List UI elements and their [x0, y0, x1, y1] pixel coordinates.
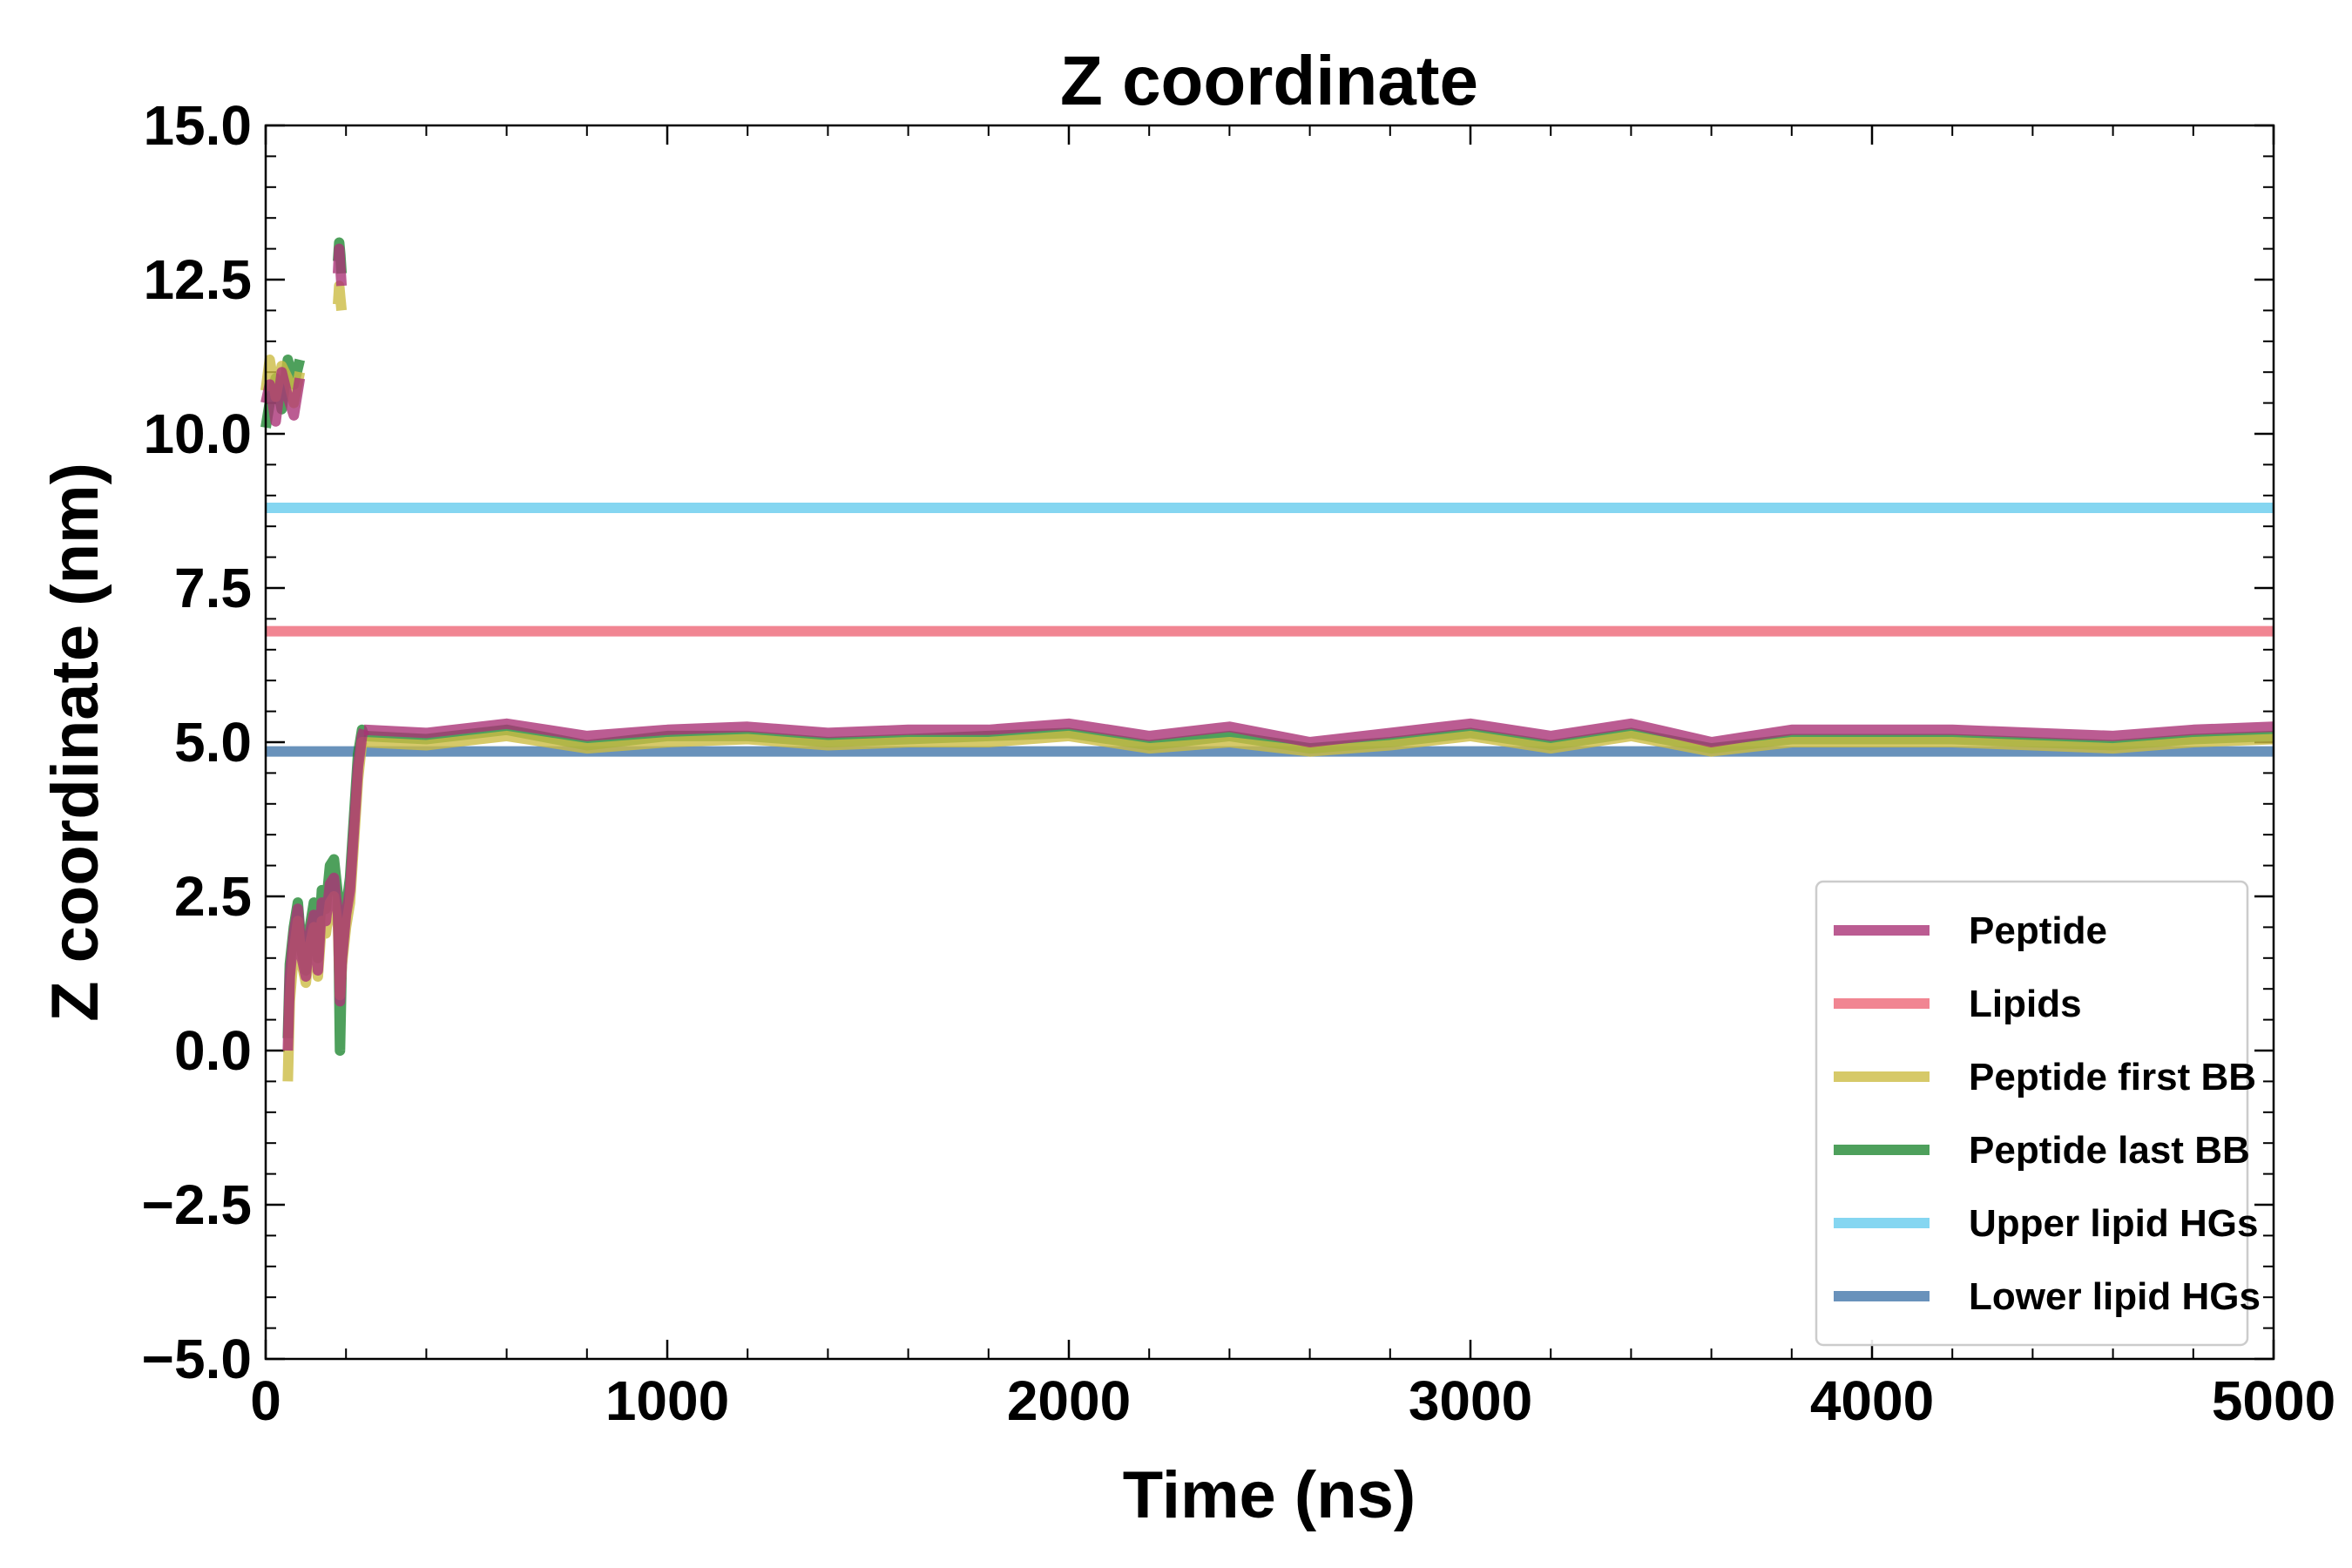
- legend-label: Upper lipid HGs: [1969, 1202, 2258, 1245]
- series-line: [282, 727, 369, 1051]
- legend-label: Lower lipid HGs: [1969, 1275, 2261, 1318]
- x-tick-label: 3000: [1409, 1369, 1532, 1432]
- x-tick-label: 2000: [1007, 1369, 1131, 1432]
- legend-label: Peptide first BB: [1969, 1056, 2256, 1098]
- y-tick-label: 15.0: [143, 94, 252, 157]
- series-peptide: [260, 243, 2274, 1051]
- x-tick-label: 0: [250, 1369, 281, 1432]
- x-tick-label: 1000: [605, 1369, 729, 1432]
- y-tick-label: 0.0: [174, 1019, 252, 1082]
- legend-label: Lipids: [1969, 983, 2082, 1025]
- y-tick-label: −5.0: [142, 1328, 252, 1390]
- x-tick-label: 5000: [2212, 1369, 2335, 1432]
- axis-ticks: 0 1000 2000 3000 4000 5000 −5.0 −2.5 0.0 2.5 5.0 7.…: [142, 94, 2336, 1432]
- legend-label: Peptide: [1969, 909, 2107, 952]
- y-tick-label: 10.0: [143, 402, 252, 465]
- chart-title: Z coordinate: [1060, 42, 1478, 119]
- legend-box: [1815, 880, 2249, 1347]
- series-line: [260, 367, 306, 427]
- y-tick-label: 7.5: [174, 557, 252, 619]
- legend-label: Peptide last BB: [1969, 1129, 2250, 1172]
- legend: Peptide Lipids Peptide first BB Peptide las…: [1815, 880, 2261, 1347]
- series-line: [363, 730, 2274, 757]
- series-line: [333, 280, 348, 311]
- x-tick-label: 4000: [1810, 1369, 1934, 1432]
- y-tick-label: −2.5: [142, 1173, 252, 1236]
- series-line: [333, 243, 348, 287]
- series-line: [363, 718, 2274, 747]
- series-lines: [260, 237, 2274, 1082]
- y-axis-label: Z coordinate (nm): [38, 463, 112, 1022]
- y-tick-label: 2.5: [174, 865, 252, 928]
- x-axis-label: Time (ns): [1123, 1458, 1416, 1532]
- y-tick-label: 12.5: [143, 248, 252, 311]
- y-tick-label: 5.0: [174, 711, 252, 774]
- plot-frame: [264, 124, 2275, 1361]
